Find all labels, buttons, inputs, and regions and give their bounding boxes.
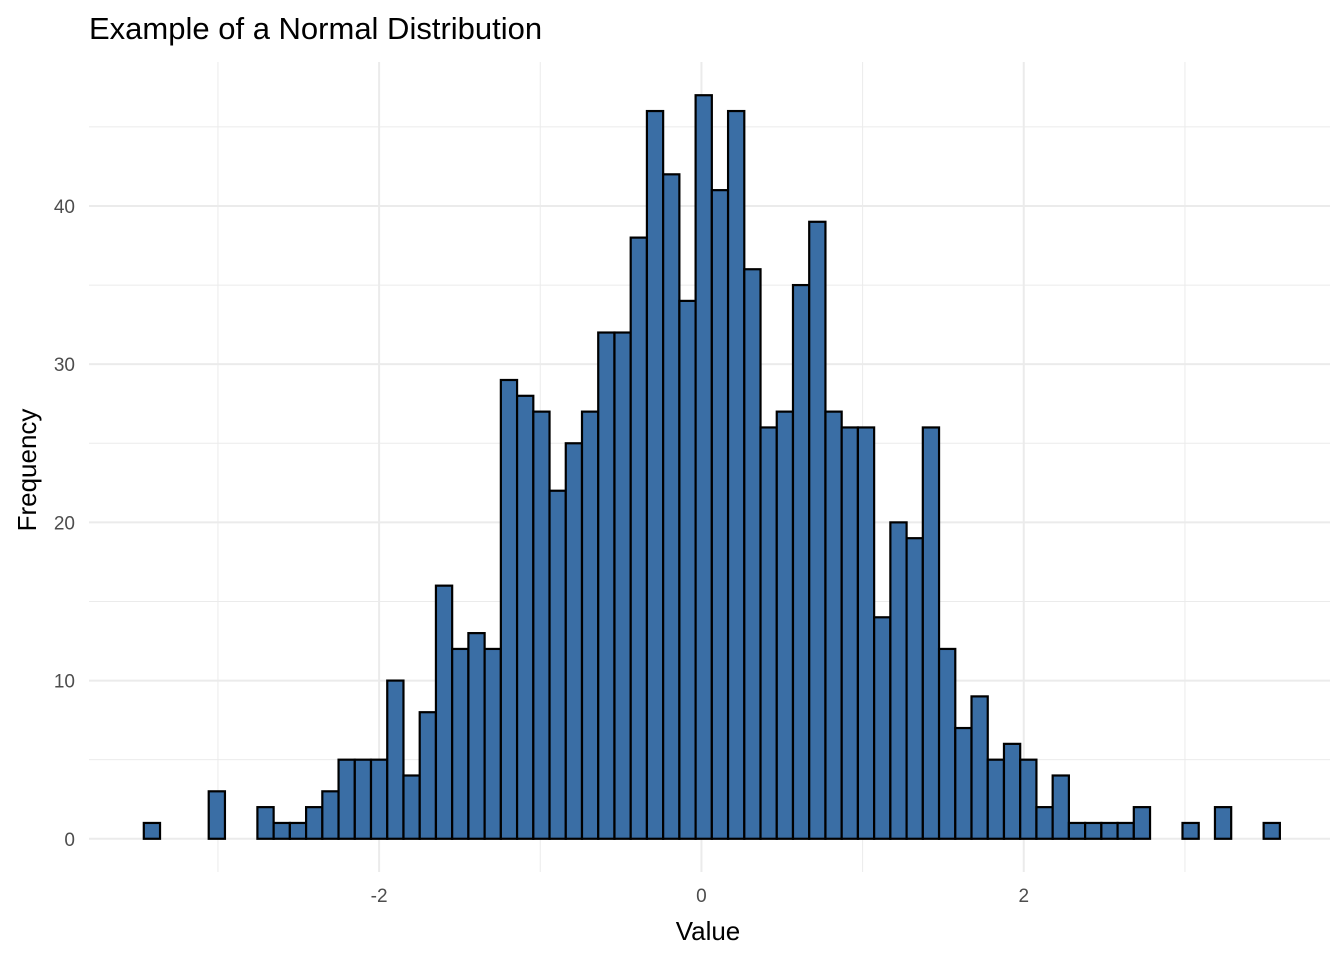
histogram-bar	[434, 584, 454, 840]
histogram-bar	[256, 806, 275, 840]
histogram-bar	[532, 410, 551, 840]
histogram-bar	[856, 426, 876, 840]
histogram-bar	[353, 758, 373, 840]
histogram-bar	[986, 758, 1006, 840]
x-tick-label: -2	[371, 886, 388, 907]
histogram-bar	[1035, 806, 1054, 840]
histogram-bar	[613, 331, 632, 840]
histogram-bar	[1262, 821, 1281, 840]
histogram-bar	[1051, 774, 1070, 840]
histogram-bar	[467, 632, 486, 840]
histogram-bar	[937, 647, 957, 840]
histogram-bar	[402, 774, 421, 840]
histogram-bar	[629, 236, 649, 840]
x-tick-label: 2	[1018, 886, 1029, 907]
histogram-bar	[694, 94, 713, 840]
histogram-bar	[142, 821, 162, 840]
histogram-bar	[451, 647, 470, 840]
histogram-bar	[418, 711, 438, 840]
histogram-bar	[337, 758, 356, 840]
histogram-bar	[1213, 806, 1233, 840]
histogram-bar	[1002, 742, 1022, 840]
histogram-bar	[954, 726, 973, 840]
y-tick-label: 0	[64, 830, 75, 851]
histogram-bar	[678, 299, 697, 840]
y-tick-label: 10	[54, 672, 75, 693]
histogram-bar	[645, 109, 665, 840]
histogram-bar	[564, 442, 584, 840]
histogram-bar	[710, 189, 730, 840]
histogram-bar	[808, 220, 827, 840]
histogram-bar	[873, 616, 892, 840]
histogram-bar	[207, 790, 227, 840]
x-tick-label: 0	[696, 886, 707, 907]
histogram-bar	[304, 806, 324, 840]
histogram-bar	[1067, 821, 1087, 840]
y-tick-label: 30	[54, 355, 75, 376]
histogram-bar	[1084, 821, 1103, 840]
histogram-bar	[905, 537, 924, 840]
histogram-bar	[483, 647, 502, 840]
plot-area	[89, 62, 1330, 872]
y-axis-title: Frequency	[12, 409, 42, 532]
x-axis-title: Value	[676, 916, 741, 946]
histogram-bar	[272, 821, 291, 840]
histogram-bar	[824, 410, 843, 840]
histogram-bar	[775, 410, 795, 840]
histogram-bar	[499, 378, 519, 840]
histogram-bar	[597, 331, 616, 840]
y-axis-ticks: 0 10 20 30 40	[54, 197, 75, 851]
histogram-bar	[515, 394, 535, 840]
histogram-bar	[369, 758, 389, 840]
chart-title: Example of a Normal Distribution	[89, 11, 542, 46]
bars	[142, 94, 1281, 840]
histogram-bar	[1019, 758, 1038, 840]
histogram-bar	[662, 173, 681, 840]
y-tick-label: 20	[54, 513, 75, 534]
histogram-bar	[970, 695, 989, 840]
histogram-bar	[726, 109, 746, 840]
histogram-bar	[321, 790, 340, 840]
histogram-bar	[921, 426, 941, 840]
histogram-bar	[889, 521, 908, 840]
histogram-bar	[1181, 821, 1200, 840]
histogram-bar	[288, 821, 308, 840]
histogram-bar	[386, 679, 405, 840]
y-tick-label: 40	[54, 197, 75, 218]
histogram-bar	[759, 426, 778, 840]
histogram-bar	[1100, 821, 1119, 840]
histogram-bar	[743, 268, 762, 840]
histogram-bar	[1132, 806, 1152, 840]
histogram-bar	[1116, 821, 1135, 840]
x-axis-ticks: -2 0 2	[371, 886, 1029, 907]
histogram-bar	[548, 489, 567, 840]
histogram-bar	[791, 283, 811, 840]
histogram-bar	[840, 426, 860, 840]
histogram-bar	[580, 410, 600, 840]
